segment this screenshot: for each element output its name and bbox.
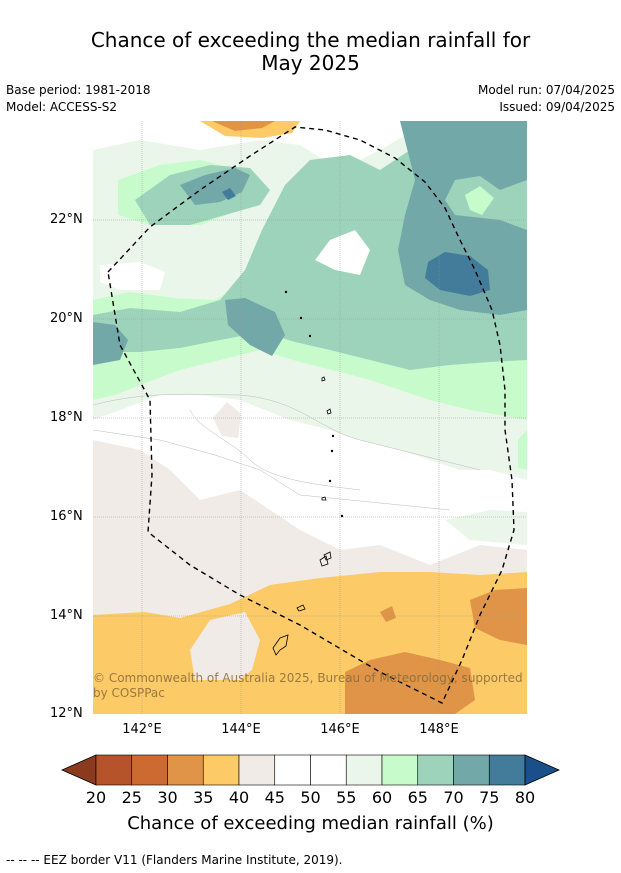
lat-label: 18°N — [50, 410, 83, 425]
lat-label: 14°N — [50, 608, 83, 623]
lon-label: 148°E — [419, 722, 459, 737]
colorbar-swatch — [202, 754, 240, 786]
contour-lines — [93, 393, 481, 511]
issued-text: Issued: 09/04/2025 — [499, 100, 615, 114]
islands — [272, 290, 344, 656]
lon-label: 146°E — [320, 722, 360, 737]
colorbar-swatch — [345, 754, 383, 786]
lat-label: 16°N — [50, 509, 83, 524]
dark-orange-patch-east — [470, 588, 527, 645]
colorbar-low-extension — [61, 754, 97, 786]
teal-patch-west — [93, 322, 128, 365]
eez-border — [107, 126, 515, 704]
colorbar-swatch — [310, 754, 347, 786]
colorbar-tick-label: 80 — [514, 788, 536, 807]
colorbar-tick-label: 55 — [336, 788, 357, 807]
white-hole-west — [100, 262, 165, 290]
colorbar — [61, 754, 560, 786]
colorbar-tick-label: 45 — [264, 788, 285, 807]
colorbar-tick-label: 65 — [407, 788, 428, 807]
colorbar-swatch — [417, 754, 454, 786]
colorbar-tick-label: 25 — [121, 788, 142, 807]
colorbar-swatch — [381, 754, 419, 786]
eez-footnote: -- -- -- EEZ border V11 (Flanders Marine… — [6, 853, 343, 867]
colorbar-swatch — [131, 754, 168, 786]
lon-label: 144°E — [221, 722, 261, 737]
colorbar-tick-label: 20 — [85, 788, 107, 807]
dark-orange-patch-center — [345, 652, 475, 714]
colorbar-tick-label: 70 — [443, 788, 464, 807]
colorbar-tick-label: 75 — [479, 788, 500, 807]
model-run-text: Model run: 07/04/2025 — [477, 83, 615, 97]
colorbar-high-extension — [524, 754, 560, 786]
colorbar-swatch — [238, 754, 276, 786]
white-hole-north — [315, 230, 370, 275]
copyright-text: © Commonwealth of Australia 2025, Bureau… — [93, 671, 523, 700]
base-period-text: Base period: 1981-2018 — [6, 83, 151, 97]
colorbar-swatch — [95, 754, 133, 786]
beige-patch-west — [213, 402, 241, 438]
lon-label: 142°E — [122, 722, 162, 737]
map-gridlines — [93, 121, 527, 714]
map-title-line2: May 2025 — [261, 51, 360, 75]
colorbar-tick-label: 50 — [300, 788, 321, 807]
colorbar-tick-label: 40 — [228, 788, 250, 807]
colorbar-tick-label: 60 — [371, 788, 393, 807]
blue-patch-northeast — [425, 252, 490, 296]
lat-label: 12°N — [50, 706, 83, 721]
colorbar-swatch — [274, 754, 311, 786]
beige-wedge-southwest — [190, 612, 260, 680]
colorbar-tick-label: 35 — [193, 788, 214, 807]
colorbar-swatch — [167, 754, 204, 786]
teal-patch-center — [225, 298, 285, 356]
light-green-patch-southeast — [445, 510, 527, 545]
mint-hole-northeast — [465, 186, 494, 215]
lat-label: 22°N — [50, 212, 83, 227]
map-title-line1: Chance of exceeding the median rainfall … — [90, 28, 531, 52]
colorbar-title: Chance of exceeding median rainfall (%) — [127, 813, 494, 834]
colorbar-swatch — [453, 754, 490, 786]
dark-orange-dot — [380, 606, 396, 622]
colorbar-swatch — [488, 754, 526, 786]
mint-patch-east — [518, 430, 527, 470]
dark-orange-patch-north — [212, 121, 275, 131]
lat-label: 20°N — [50, 311, 83, 326]
teal-dot-north — [222, 188, 236, 200]
model-text: Model: ACCESS-S2 — [6, 100, 118, 114]
colorbar-tick-label: 30 — [157, 788, 178, 807]
